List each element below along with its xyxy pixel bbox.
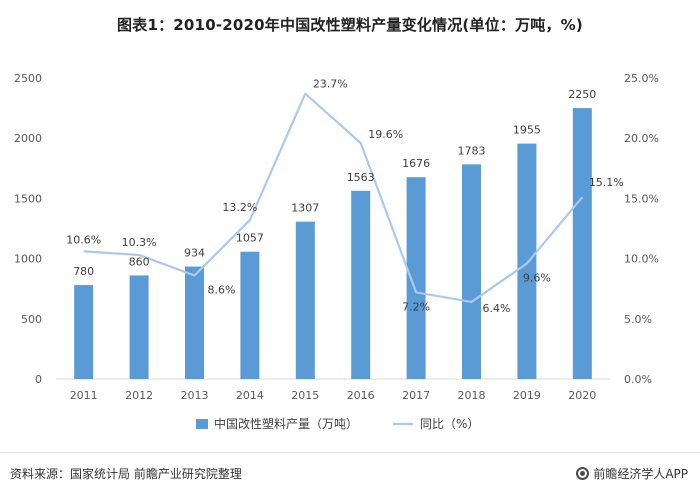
legend-line-label: 同比（%） [420, 417, 479, 431]
line-value-label: 8.6% [208, 283, 236, 296]
legend-bar-label: 中国改性塑料产量（万吨） [214, 416, 358, 431]
bar [295, 221, 315, 379]
y-right-tick-label: 10.0% [624, 253, 659, 266]
brand[interactable]: 前瞻经济学人APP [576, 465, 688, 482]
line-value-label: 6.4% [483, 302, 511, 315]
y-left-tick-label: 1500 [14, 192, 42, 205]
bar-value-label: 1563 [347, 171, 375, 184]
y-left-tick-label: 1000 [14, 253, 42, 266]
line-value-label: 9.6% [523, 271, 551, 284]
bar [462, 164, 481, 379]
x-tick-label: 2013 [181, 389, 209, 402]
line-series [83, 92, 584, 304]
x-tick-label: 2012 [125, 389, 153, 402]
axes: 0 500 1000 1500 2000 2500 0.0% 5.0% 10.0% 15.0% 20… [14, 72, 659, 402]
line-value-label: 7.2% [402, 300, 430, 313]
bar-value-label: 860 [129, 255, 150, 268]
bar-value-label: 780 [73, 265, 94, 278]
y-left-tick-label: 2000 [14, 132, 42, 145]
bar [517, 143, 537, 379]
y-left-tick-label: 0 [35, 373, 42, 386]
bar-value-label: 934 [184, 247, 205, 260]
bar [74, 285, 94, 379]
brand-logo-icon [576, 467, 590, 480]
y-right-tick-label: 5.0% [624, 313, 652, 326]
bar-value-label: 1307 [291, 202, 319, 215]
bar-value-label: 1783 [458, 144, 486, 157]
bar-series [74, 108, 592, 379]
y-left-tick-label: 500 [21, 313, 42, 326]
y-right-tick-label: 20.0% [624, 132, 659, 145]
brand-label: 前瞻经济学人APP [593, 467, 688, 481]
x-tick-label: 2016 [347, 389, 375, 402]
line-value-label: 10.6% [66, 233, 101, 246]
bar [185, 266, 204, 379]
legend: 中国改性塑料产量（万吨） 同比（%） [196, 416, 479, 431]
x-tick-label: 2011 [70, 389, 98, 402]
y-right-tick-label: 25.0% [624, 72, 659, 85]
footer: 资料来源：国家统计局 前瞻产业研究院整理 前瞻经济学人APP [0, 452, 700, 496]
bar-value-label: 1955 [513, 124, 541, 137]
bar [351, 190, 371, 379]
bar [129, 275, 149, 379]
y-left-tick-label: 2500 [14, 72, 42, 85]
bar-value-label: 2250 [568, 88, 596, 101]
x-tick-label: 2015 [291, 389, 319, 402]
chart-title: 图表1：2010-2020年中国改性塑料产量变化情况(单位：万吨，%) [117, 16, 583, 34]
bar-value-label: 1676 [402, 157, 430, 170]
line-value-label: 15.1% [589, 176, 624, 189]
line-value-label: 23.7% [313, 78, 348, 91]
bar [406, 177, 426, 379]
y-right-tick-label: 0.0% [624, 373, 652, 386]
x-tick-label: 2014 [236, 389, 264, 402]
legend-bar-swatch [196, 419, 208, 429]
line-value-label: 19.6% [368, 128, 403, 141]
x-tick-label: 2017 [402, 389, 430, 402]
bar-value-label: 1057 [236, 232, 264, 245]
y-right-tick-label: 15.0% [624, 192, 659, 205]
data-labels: 780 860 934 1057 1307 1563 1676 1783 1955 2250 10.… [66, 78, 624, 315]
line-value-label: 13.2% [222, 201, 257, 214]
x-tick-label: 2019 [513, 389, 541, 402]
line-value-label: 10.3% [122, 236, 157, 249]
bar [240, 251, 260, 379]
bar [572, 108, 592, 379]
x-tick-label: 2020 [568, 389, 596, 402]
x-tick-label: 2018 [458, 389, 486, 402]
source-note: 资料来源：国家统计局 前瞻产业研究院整理 [10, 467, 242, 481]
growth-line [83, 92, 584, 304]
